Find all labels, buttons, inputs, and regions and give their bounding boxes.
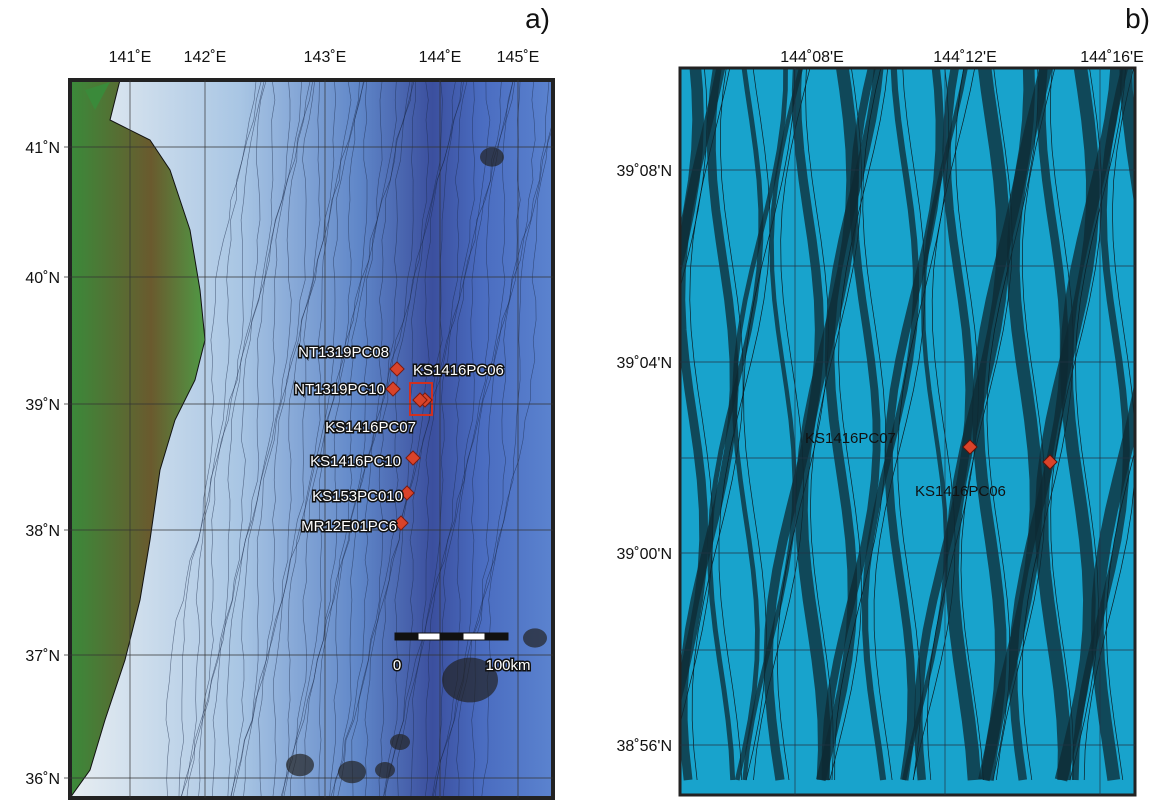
- lat-tick-label: 37˚N: [25, 648, 60, 665]
- seamount: [480, 147, 504, 166]
- site-label: NT1319PC08: [298, 344, 389, 361]
- lon-tick-label: 144˚16'E: [1080, 49, 1144, 66]
- seamount: [338, 761, 366, 783]
- scale-bar: [463, 633, 486, 640]
- scale-label: 0: [393, 657, 401, 674]
- site-label: NT1319PC10: [294, 381, 385, 398]
- lat-tick-label: 39˚N: [25, 397, 60, 414]
- lon-tick-label: 141˚E: [109, 49, 152, 66]
- site-label: KS1416PC07: [805, 430, 896, 447]
- site-label: KS1416PC07: [325, 419, 416, 436]
- lat-tick-label: 39˚08'N: [616, 163, 672, 180]
- scale-bar: [485, 633, 508, 640]
- site-label: KS1416PC06: [915, 483, 1006, 500]
- lon-tick-label: 144˚12'E: [933, 49, 997, 66]
- lat-tick-label: 38˚N: [25, 523, 60, 540]
- lon-tick-label: 145˚E: [497, 49, 540, 66]
- lat-tick-label: 41˚N: [25, 140, 60, 157]
- lon-tick-label: 144˚E: [419, 49, 462, 66]
- lat-tick-label: 40˚N: [25, 270, 60, 287]
- seamount: [286, 754, 314, 776]
- seamount: [390, 734, 410, 750]
- lat-tick-label: 36˚N: [25, 771, 60, 788]
- lat-tick-label: 39˚04'N: [616, 355, 672, 372]
- map-panel-a: [70, 80, 564, 800]
- lat-tick-label: 38˚56'N: [616, 738, 672, 755]
- scale-label: 100km: [485, 657, 530, 674]
- seamount: [375, 762, 395, 778]
- figure: a) b) 141˚E 142˚E 143˚E 144˚E 145˚E 41˚N 40˚N 3…: [0, 0, 1153, 801]
- site-label: MR12E01PC6: [301, 518, 397, 535]
- scale-bar: [418, 633, 441, 640]
- lat-tick-label: 39˚00'N: [616, 546, 672, 563]
- panel-label: b): [1125, 3, 1150, 34]
- lon-tick-label: 142˚E: [184, 49, 227, 66]
- lon-tick-label: 144˚08'E: [780, 49, 844, 66]
- seamount: [523, 628, 547, 647]
- panel-label: a): [525, 3, 550, 34]
- site-label: KS1416PC10: [310, 453, 401, 470]
- scale-bar: [440, 633, 463, 640]
- lon-tick-label: 143˚E: [304, 49, 347, 66]
- scale-bar: [395, 633, 418, 640]
- site-label: KS153PC010: [312, 488, 403, 505]
- site-label: KS1416PC06: [413, 362, 504, 379]
